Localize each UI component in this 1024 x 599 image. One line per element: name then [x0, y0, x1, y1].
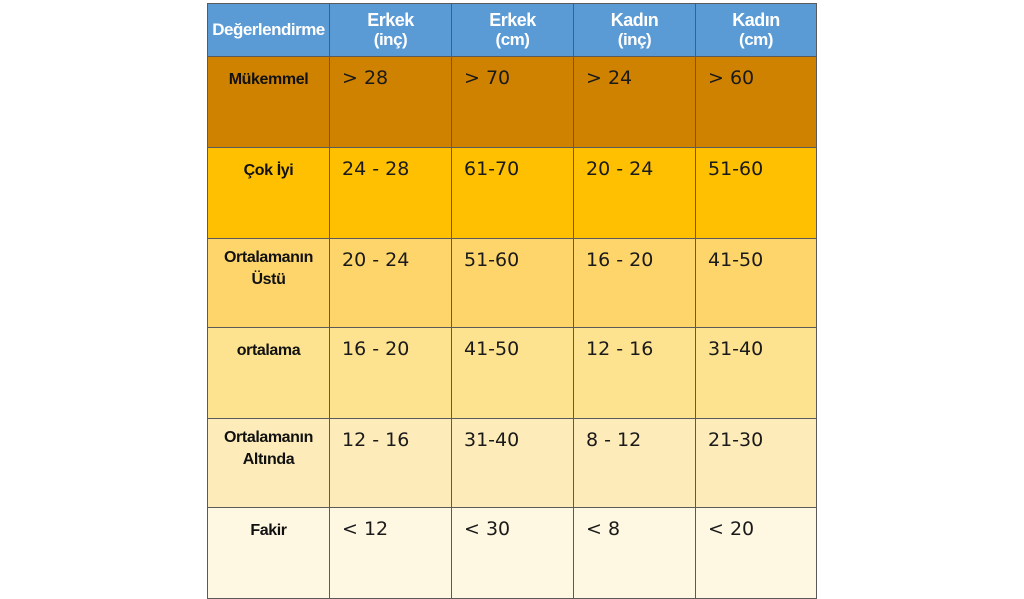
table-cell: > 24	[573, 56, 696, 148]
header-female-cm-line2: (cm)	[739, 30, 773, 49]
header-male-cm-line2: (cm)	[495, 30, 530, 49]
table-cell: < 8	[573, 507, 696, 599]
table-cell: 16 - 20	[573, 238, 696, 328]
table-row: Fakir < 12 < 30 < 8 < 20	[207, 507, 817, 599]
table-cell: 12 - 16	[329, 418, 452, 508]
rating-table: Değerlendirme Erkek (inç) Erkek (cm) Kadın…	[207, 3, 817, 599]
table-cell: 51-60	[451, 238, 574, 328]
header-male-cm-line1: Erkek	[489, 10, 536, 30]
header-male-inch: Erkek (inç)	[329, 3, 452, 57]
table-row: Ortalamanın Üstü 20 - 24 51-60 16 - 20 4…	[207, 238, 817, 328]
table-row: Ortalamanın Altında 12 - 16 31-40 8 - 12…	[207, 418, 817, 508]
table-cell: 31-40	[451, 418, 574, 508]
header-female-inch-line1: Kadın	[610, 10, 659, 30]
row-label: Mükemmel	[207, 56, 330, 148]
header-row: Değerlendirme Erkek (inç) Erkek (cm) Kadın…	[207, 3, 817, 57]
table-row: Mükemmel > 28 > 70 > 24 > 60	[207, 56, 817, 148]
table-cell: > 60	[695, 56, 817, 148]
header-female-cm-line1: Kadın	[732, 10, 780, 30]
header-female-inch: Kadın (inç)	[573, 3, 696, 57]
table-cell: 16 - 20	[329, 327, 452, 419]
header-female-inch-line2: (inç)	[617, 30, 652, 49]
header-female-cm: Kadın (cm)	[695, 3, 817, 57]
table-cell: 51-60	[695, 147, 817, 239]
table-cell: < 30	[451, 507, 574, 599]
header-male-inch-line1: Erkek	[367, 10, 414, 30]
row-label: Ortalamanın Üstü	[207, 238, 330, 328]
table-cell: > 70	[451, 56, 574, 148]
header-male-cm: Erkek (cm)	[451, 3, 574, 57]
table-cell: 24 - 28	[329, 147, 452, 239]
table-cell: 41-50	[695, 238, 817, 328]
row-label: Çok İyi	[207, 147, 330, 239]
table-cell: > 28	[329, 56, 452, 148]
row-label: ortalama	[207, 327, 330, 419]
table-cell: < 20	[695, 507, 817, 599]
table-cell: 20 - 24	[573, 147, 696, 239]
table-cell: 8 - 12	[573, 418, 696, 508]
table-row: Çok İyi 24 - 28 61-70 20 - 24 51-60	[207, 147, 817, 239]
table-row: ortalama 16 - 20 41-50 12 - 16 31-40	[207, 327, 817, 419]
table-cell: 41-50	[451, 327, 574, 419]
table-cell: 20 - 24	[329, 238, 452, 328]
table-cell: 12 - 16	[573, 327, 696, 419]
row-label: Ortalamanın Altında	[207, 418, 330, 508]
table-cell: 61-70	[451, 147, 574, 239]
table-cell: < 12	[329, 507, 452, 599]
table-cell: 21-30	[695, 418, 817, 508]
header-male-inch-line2: (inç)	[373, 30, 408, 49]
table-cell: 31-40	[695, 327, 817, 419]
row-label: Fakir	[207, 507, 330, 599]
header-rating: Değerlendirme	[207, 3, 330, 57]
